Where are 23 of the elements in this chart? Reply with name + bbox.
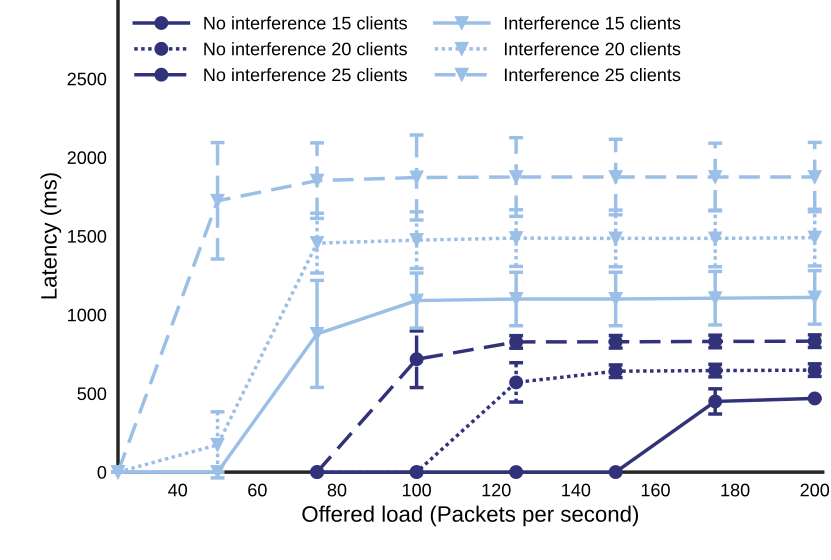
y-axis-title: Latency (ms) [40,173,62,298]
y-tick-label: 1000 [68,308,106,322]
x-tick-label: 180 [721,484,750,496]
legend-label: Interference 25 clients [504,68,680,82]
legend-label: Interference 15 clients [504,16,680,30]
x-tick-label: 40 [168,484,188,496]
y-tick-label: 2000 [68,151,106,164]
x-axis-title: Offered load (Packets per second) [302,506,638,526]
x-tick-label: 200 [800,484,830,496]
x-tick-label: 160 [642,484,670,496]
y-tick-label: 1500 [68,230,106,243]
y-tick-label: 0 [98,466,106,479]
legend-label: No interference 15 clients [204,16,407,30]
x-tick-label: 100 [402,484,431,496]
y-tick-label: 2500 [68,72,106,86]
legend-label: Interference 20 clients [504,42,680,56]
x-tick-label: 80 [328,484,346,496]
legend-label: No interference 25 clients [204,68,407,82]
legend-label: No interference 20 clients [204,42,407,56]
x-tick-label: 60 [248,484,267,496]
x-tick-label: 140 [562,484,590,496]
y-tick-label: 500 [77,387,106,400]
x-tick-label: 120 [482,484,511,496]
